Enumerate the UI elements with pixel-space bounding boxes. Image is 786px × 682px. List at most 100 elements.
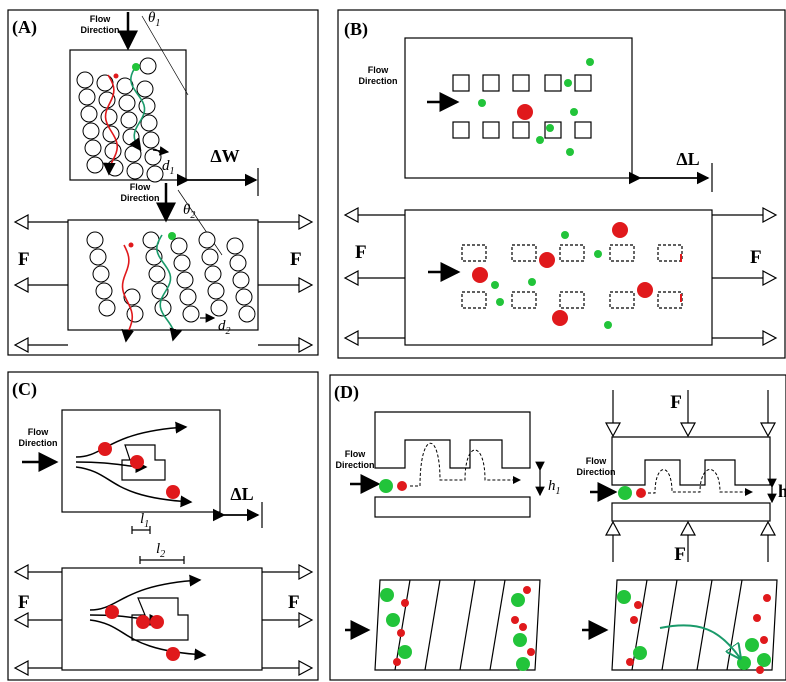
particle [132,63,140,71]
force-arrow-head [606,522,620,535]
particle [98,442,112,456]
particle [745,638,759,652]
pillar [227,238,243,254]
delta-l: ΔL [230,484,253,504]
pillar [103,126,119,142]
l-label-sub: 1 [144,519,149,530]
particle [472,267,488,283]
pillar [87,157,103,173]
post [462,245,486,261]
panel-label: (A) [12,17,37,38]
particle [516,657,530,671]
force-arrow-head [345,271,358,285]
force-label: F [674,544,686,565]
particle [763,594,771,602]
particle [511,616,519,624]
h-label: h1 [548,478,561,497]
pillar [140,58,156,74]
particle [564,79,572,87]
force-arrow-head [763,331,776,345]
flow-label: Direction [80,25,119,35]
channel-bottom [375,497,530,517]
pillar [96,283,112,299]
pillar-row [460,580,475,670]
post [610,245,634,261]
particle [168,232,176,240]
panel-label: (C) [12,379,37,400]
pillar [174,255,190,271]
d-label-sub: 1 [170,166,175,177]
particle [491,281,499,289]
pillar [233,272,249,288]
flow-label: Flow [586,456,607,466]
particle [753,614,761,622]
dashed-path [410,443,520,486]
flow-label: Flow [90,14,111,24]
theta-sub: 1 [155,18,160,29]
force-arrow-head [681,423,695,436]
pillar [121,112,137,128]
particle [626,658,634,666]
pillar [127,306,143,322]
flow-label: Flow [130,182,151,192]
channel-top [375,412,530,468]
particle [401,599,409,607]
force-arrow-head [15,278,28,292]
force-label: F [355,242,367,263]
force-arrow-head [299,278,312,292]
pillar [230,255,246,271]
force-label: F [670,392,682,413]
particle [552,310,568,326]
force-label: F [750,247,762,268]
particle [393,658,401,666]
edge [680,254,682,262]
particle [586,58,594,66]
particle [136,615,150,629]
streamline [90,580,200,610]
pillar [205,266,221,282]
particle [637,282,653,298]
flow-label: Flow [28,427,49,437]
force-arrow-head [15,215,28,229]
pillar [97,75,113,91]
edge [680,294,682,302]
theta: θ1 [148,10,160,29]
pillar-row [697,580,712,670]
post [610,292,634,308]
particle [570,108,578,116]
particle [105,605,119,619]
flow-label: Direction [358,76,397,86]
post [483,122,499,138]
force-arrow-head [15,338,28,352]
particle [114,74,119,79]
particle [612,222,628,238]
pillar [93,266,109,282]
force-arrow-head [345,331,358,345]
pillar [145,149,161,165]
figure: (A)FlowDirectionθ1d1ΔWFlowDirectionθ2d2F… [0,0,786,682]
particle [618,486,632,500]
l-label-sub: 2 [160,549,165,560]
h-label-sub: 1 [556,486,561,497]
particle [566,148,574,156]
post [545,75,561,91]
post [658,292,682,308]
particle [760,636,768,644]
post [560,292,584,308]
pillar [83,123,99,139]
pillar [137,81,153,97]
pillar [149,266,165,282]
l-label: l1 [140,511,149,530]
particle [166,647,180,661]
particle [634,601,642,609]
panel-border [8,372,318,680]
particle [517,104,533,120]
force-arrow-head [299,338,312,352]
panel-label: (D) [334,382,359,403]
particle [617,590,631,604]
particle [594,250,602,258]
force-arrow-head [606,423,620,436]
panel-label: (B) [344,19,368,40]
flow-label: Direction [335,460,374,470]
particle [513,633,527,647]
